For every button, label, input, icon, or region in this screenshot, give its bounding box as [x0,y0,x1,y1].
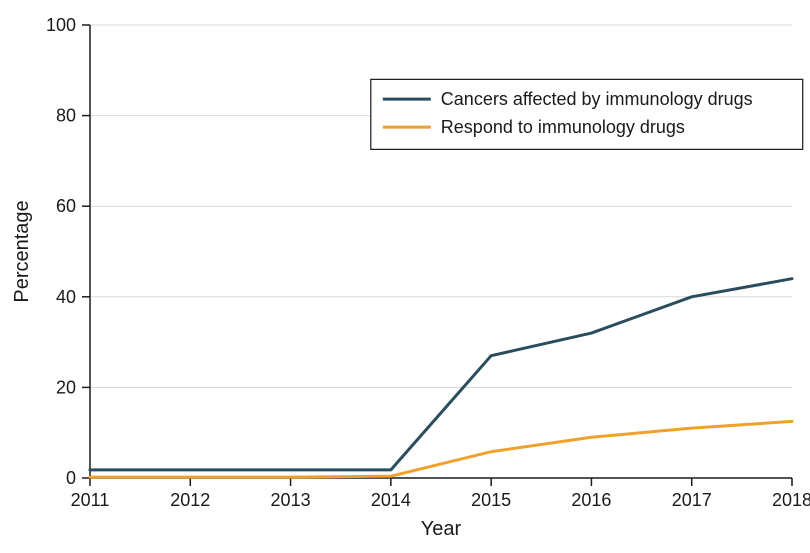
y-tick-label: 100 [46,15,76,35]
line-chart: 0 20 40 60 80 100 2011 2012 2013 2014 2015 2016 2017… [0,0,810,553]
x-tick-label: 2014 [371,490,411,510]
x-tick-label: 2017 [672,490,712,510]
chart-container: 0 20 40 60 80 100 2011 2012 2013 2014 2015 2016 2017… [0,0,810,553]
x-tick-label: 2018 [772,490,810,510]
y-tick-label: 0 [66,468,76,488]
y-axis-label: Percentage [11,200,33,302]
y-tick-label: 20 [56,377,76,397]
y-tick-label: 60 [56,196,76,216]
y-tick-label: 80 [56,106,76,126]
x-tick-label: 2016 [571,490,611,510]
x-tick-label: 2015 [471,490,511,510]
x-tick-label: 2012 [170,490,210,510]
x-tick-label: 2013 [271,490,311,510]
y-tick-label: 40 [56,287,76,307]
x-tick-label: 2011 [71,490,110,510]
x-axis-label: Year [421,518,462,540]
legend-label-0: Cancers affected by immunology drugs [441,89,753,109]
legend-label-1: Respond to immunology drugs [441,117,685,137]
